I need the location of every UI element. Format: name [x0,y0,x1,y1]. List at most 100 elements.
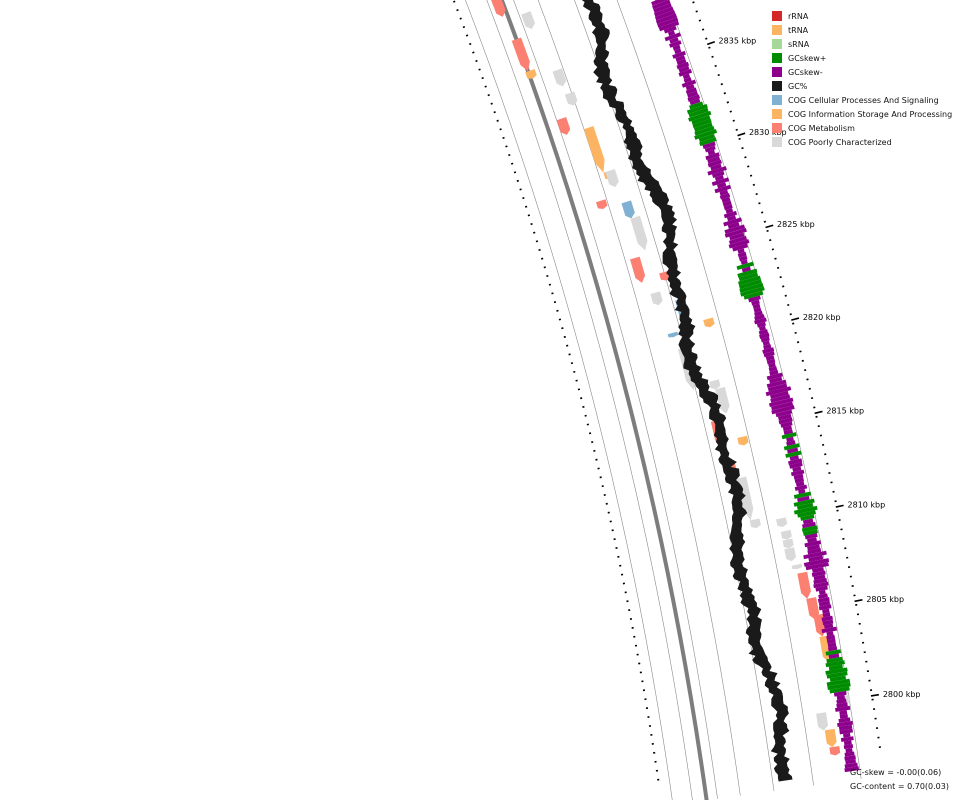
gc-skew-bar [675,55,686,62]
gc-skew-bar [844,755,856,761]
gc-skew-bar [758,325,766,332]
gc-skew-bar [688,110,712,122]
minor-tick [763,220,767,223]
gc-skew-bar [782,425,793,432]
gc-skew-bar [813,574,826,581]
legend-item-gcskew-minus: GCskew- [772,65,957,79]
inner-tick [561,327,564,330]
gc-skew-bar [826,631,834,637]
major-tick [870,693,880,697]
inner-tick [543,266,546,269]
gc-skew-bar [801,521,816,529]
gc-skew-bar [778,417,793,425]
gc-skew-bar [651,0,669,6]
gc-skew-bar [654,10,676,21]
gc-skew-bar [839,710,848,716]
gc-skew-bar [716,182,727,189]
gc-skew-bar [818,604,832,611]
gc-skew-bar [754,310,763,317]
gc-skew-bar [765,355,775,361]
legend-item-cog-cellular: COG Cellular Processes And Signaling [772,93,957,107]
gc-skew-bar [685,84,695,91]
gc-skew-bar [738,279,762,290]
gc-skew-bar [722,200,732,207]
cog-feature-arrow [703,317,715,328]
cog-feature-track [491,0,851,756]
minor-tick [758,202,761,205]
minor-tick [771,248,775,251]
inner-tick [533,231,536,234]
inner-tick [472,51,475,54]
legend-label: COG Cellular Processes And Signaling [788,95,939,105]
gc-skew-bar [768,362,776,368]
legend-label: GCskew+ [788,53,827,63]
gc-skew-bar [721,196,731,203]
cog-feature-arrow [816,712,829,731]
gc-skew-bar [707,166,727,176]
legend-label: GC% [788,81,808,91]
cog-feature-arrow [776,517,788,528]
gc-skew-bar [770,394,791,403]
inner-tick [453,0,456,3]
gc-skew-bar [793,498,815,507]
cog-feature-arrow [525,68,537,79]
cog-feature-arrow [780,529,792,540]
minor-tick [766,229,769,232]
gc-skew-bar [843,744,854,750]
gc-skew-bar [842,732,851,738]
inner-tick [487,94,490,97]
cog-feature-arrow [511,37,530,72]
gc-content-track [581,0,793,782]
gc-skew-bar [741,266,751,273]
gc-skew-bar [825,667,848,675]
inner-tick [553,301,557,304]
inner-tick [580,397,583,400]
gc-skew-bar [762,347,775,354]
gc-skew-bar [769,369,779,376]
gc-skew-bar [710,163,722,171]
inner-tick [558,318,562,321]
gc-skew-bar [707,156,721,164]
tick-label: 2825 kbp [777,220,815,229]
cog-feature-arrow [737,435,749,446]
gc-skew-bar [828,664,843,671]
minor-tick [741,147,744,150]
gc-skew-bar [685,87,697,95]
gc-skew-bar [826,638,836,644]
gc-skew-bar [825,660,845,668]
legend-item-gcskew-plus: GCskew+ [772,51,957,65]
gc-skew-bar [655,13,677,25]
major-tick [737,132,746,137]
legend-label: COG Information Storage And Processing [788,109,953,119]
backbone-arc [499,0,709,800]
gc-skew-bar [822,619,834,626]
cog-feature-arrow [709,379,721,390]
gc-skew-bar [829,686,850,694]
gc-skew-bar [704,145,716,153]
inner-tick [522,197,525,200]
major-tick [814,410,823,415]
gc-skew-bar [781,432,797,440]
gc-skew-bar [844,751,855,757]
gc-skew-bar [837,720,853,727]
gc-skew-bar [760,336,770,343]
gc-skew-bar [840,736,854,742]
legend-swatch [772,53,782,63]
legend-label: tRNA [788,25,809,35]
gc-skew-bar [682,73,691,80]
inner-tick [505,145,508,148]
legend-item-rrna: rRNA [772,9,957,23]
gc-skew-bar [786,447,799,454]
gc-skew-bar [663,25,677,34]
gc-skew-bar [794,477,805,484]
minor-tick [711,55,714,58]
inner-tick [570,362,574,365]
cog-feature-arrow [667,331,679,338]
gc-skew-bar [724,224,746,234]
minor-tick [729,110,732,113]
gc-skew-bar [826,656,843,664]
major-tick [706,41,716,46]
minor-tick [755,193,758,196]
gc-skew-bar [653,3,672,13]
